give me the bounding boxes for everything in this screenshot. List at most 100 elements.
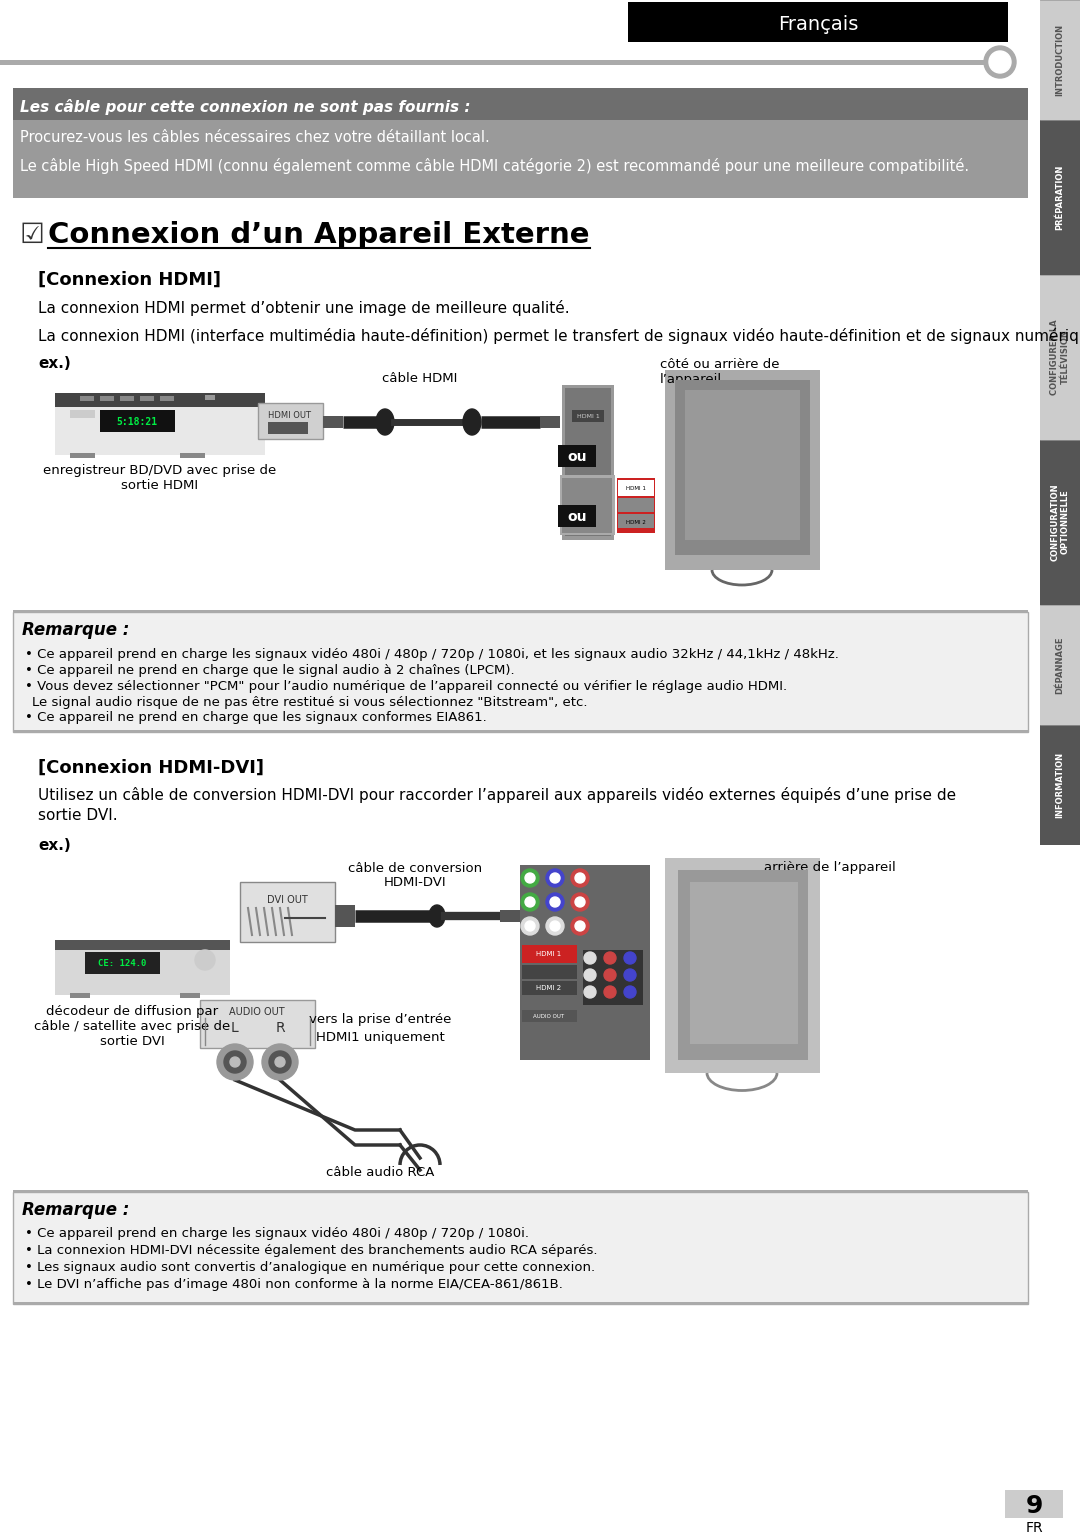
Bar [100, 396, 114, 400]
Bar [627, 2, 1008, 41]
Circle shape [575, 873, 585, 884]
Text: • Ce appareil prend en charge les signaux vidéo 480i / 480p / 720p / 1080i, et l: • Ce appareil prend en charge les signau… [25, 647, 839, 661]
Bar [618, 499, 654, 512]
Ellipse shape [463, 410, 481, 436]
Bar [70, 410, 95, 417]
Text: La connexion HDMI (interface multimédia haute-définition) permet le transfert de: La connexion HDMI (interface multimédia … [38, 328, 1080, 344]
Circle shape [546, 893, 564, 911]
Text: INTRODUCTION: INTRODUCTION [1055, 25, 1065, 97]
Bar [1040, 275, 1080, 440]
Bar [0, 60, 990, 64]
Text: Remarque :: Remarque : [22, 621, 130, 640]
Bar [85, 953, 160, 974]
Bar [13, 612, 1028, 732]
Bar [500, 910, 519, 922]
Bar [13, 87, 1028, 120]
Circle shape [275, 1057, 285, 1068]
Bar [522, 965, 577, 979]
Bar [675, 380, 810, 555]
Ellipse shape [376, 410, 394, 436]
Text: câble audio RCA: câble audio RCA [326, 1166, 434, 1178]
Circle shape [269, 1051, 291, 1072]
Circle shape [604, 986, 616, 999]
Bar [685, 390, 800, 540]
Bar [80, 396, 94, 400]
Text: [Connexion HDMI]: [Connexion HDMI] [38, 272, 221, 288]
Bar [618, 514, 654, 528]
Bar [1040, 726, 1080, 845]
Circle shape [262, 1045, 298, 1080]
Text: • Ce appareil ne prend en charge que les signaux conformes EIA861.: • Ce appareil ne prend en charge que les… [25, 710, 487, 724]
Bar [522, 982, 577, 996]
Bar [180, 453, 205, 459]
Text: ex.): ex.) [38, 356, 71, 371]
Circle shape [584, 969, 596, 982]
Text: CONFIGURER LA
TÉLÉVISION: CONFIGURER LA TÉLÉVISION [1050, 319, 1069, 394]
Bar [55, 393, 265, 456]
Circle shape [550, 920, 561, 931]
Text: sortie DVI.: sortie DVI. [38, 807, 118, 822]
Bar [1040, 0, 1080, 120]
Bar [13, 1192, 1028, 1304]
Text: Procurez-vous les câbles nécessaires chez votre détaillant local.: Procurez-vous les câbles nécessaires che… [21, 129, 489, 144]
Bar [13, 1190, 1028, 1192]
Bar [1040, 440, 1080, 604]
Circle shape [604, 969, 616, 982]
Circle shape [546, 868, 564, 887]
Bar [519, 865, 650, 1060]
Bar [70, 992, 90, 999]
Circle shape [230, 1057, 240, 1068]
Circle shape [546, 917, 564, 936]
Bar [1005, 1490, 1063, 1519]
Text: HDMI 1: HDMI 1 [577, 414, 599, 419]
Circle shape [550, 897, 561, 907]
Text: L: L [231, 1022, 239, 1035]
Circle shape [571, 917, 589, 936]
Text: • La connexion HDMI-DVI nécessite également des branchements audio RCA séparés.: • La connexion HDMI-DVI nécessite égalem… [25, 1244, 597, 1256]
Bar [55, 940, 230, 996]
Text: ☑: ☑ [21, 221, 45, 249]
Text: 9: 9 [1025, 1494, 1042, 1519]
Bar [140, 396, 154, 400]
Bar [55, 393, 265, 407]
Text: [Connexion HDMI-DVI]: [Connexion HDMI-DVI] [38, 759, 264, 778]
Bar [562, 385, 615, 540]
Text: ex.): ex.) [38, 838, 71, 853]
Circle shape [984, 46, 1016, 78]
Bar [205, 394, 215, 400]
Circle shape [224, 1051, 246, 1072]
Bar [562, 479, 612, 532]
Text: • Les signaux audio sont convertis d’analogique en numérique pour cette connexio: • Les signaux audio sont convertis d’ana… [25, 1261, 595, 1275]
Text: HDMI 1: HDMI 1 [626, 485, 646, 491]
Bar [618, 480, 654, 495]
Ellipse shape [429, 905, 445, 927]
Circle shape [624, 986, 636, 999]
Text: • Le DVI n’affiche pas d’image 480i non conforme à la norme EIA/CEA-861/861B.: • Le DVI n’affiche pas d’image 480i non … [25, 1278, 563, 1292]
Circle shape [584, 953, 596, 963]
Bar [558, 505, 596, 528]
Bar [1040, 120, 1080, 275]
Text: PRÉPARATION: PRÉPARATION [1055, 164, 1065, 230]
Text: côté ou arrière de: côté ou arrière de [660, 357, 780, 371]
Text: câble de conversion: câble de conversion [348, 862, 482, 874]
Text: AUDIO OUT: AUDIO OUT [229, 1006, 285, 1017]
Circle shape [521, 868, 539, 887]
Text: R: R [275, 1022, 285, 1035]
Bar [323, 416, 343, 428]
Text: DÉPANNAGE: DÉPANNAGE [1055, 637, 1065, 693]
Text: l’appareil: l’appareil [660, 373, 723, 387]
Text: AUDIO OUT: AUDIO OUT [534, 1014, 565, 1019]
Bar [540, 416, 561, 428]
Circle shape [624, 953, 636, 963]
Bar [335, 905, 355, 927]
Text: décodeur de diffusion par
câble / satellite avec prise de
sortie DVI: décodeur de diffusion par câble / satell… [33, 1005, 230, 1048]
Circle shape [521, 893, 539, 911]
Text: 5:18:21: 5:18:21 [117, 417, 158, 426]
Bar [665, 370, 820, 571]
Bar [200, 1000, 315, 1048]
Text: DVI OUT: DVI OUT [267, 894, 308, 905]
Text: La connexion HDMI permet d’obtenir une image de meilleure qualité.: La connexion HDMI permet d’obtenir une i… [38, 301, 569, 316]
Text: Utilisez un câble de conversion HDMI-DVI pour raccorder l’appareil aux appareils: Utilisez un câble de conversion HDMI-DVI… [38, 787, 956, 802]
Bar [55, 940, 230, 950]
Bar [70, 453, 95, 459]
